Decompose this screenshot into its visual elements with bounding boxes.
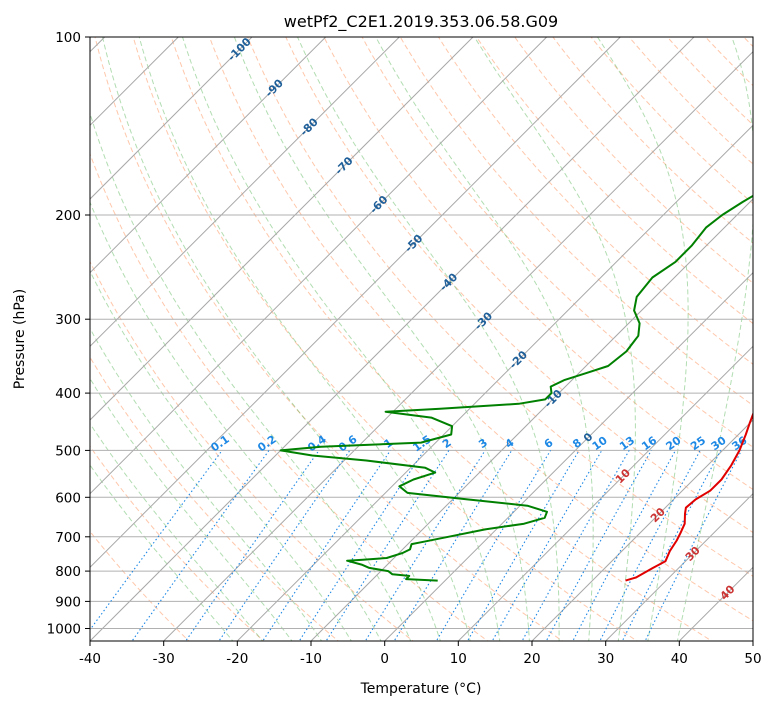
x-tick-label: 30 (597, 651, 614, 667)
temperature-profile-line (625, 411, 753, 582)
isotherm-line (163, 50, 753, 641)
isotherm-line (605, 492, 753, 641)
dry-adiabat-line (90, 445, 265, 641)
moist-adiabat-line (90, 377, 293, 641)
mixing-ratio-line (599, 450, 701, 641)
y-tick-label: 400 (55, 386, 81, 402)
y-axis-label: Pressure (hPa) (12, 289, 28, 389)
isotherm-line (90, 37, 327, 274)
isotherm-line (457, 345, 753, 641)
y-tick-label: 500 (55, 443, 81, 459)
mixing-ratio-line (572, 450, 676, 641)
dewpoint-profile-line (279, 194, 753, 582)
mixing-ratio-line (435, 450, 552, 641)
isotherm-line (90, 37, 253, 200)
mixing-ratio-line (491, 450, 603, 641)
x-tick-label: 20 (523, 651, 540, 667)
mixing-ratio-line (545, 450, 652, 641)
isotherm-line (310, 198, 753, 641)
dry-adiabat-line (90, 152, 489, 641)
isotherm-line (90, 37, 400, 348)
dry-adiabat-line (247, 37, 753, 577)
dry-adiabat-line (437, 37, 753, 365)
isotherm-line (90, 37, 695, 641)
mixing-ratio-line (298, 450, 425, 641)
x-tick-label: -20 (226, 651, 248, 667)
dry-adiabat-line (399, 37, 753, 407)
y-tick-label: 600 (55, 490, 81, 506)
mixing-ratio-line (262, 450, 391, 641)
x-tick-label: 0 (380, 651, 389, 667)
skewed-isotherms (90, 37, 753, 641)
isotherm-line (531, 419, 753, 641)
isotherm-line (90, 37, 621, 569)
dry-adiabat-line (590, 37, 753, 205)
isotherm-line (384, 271, 753, 641)
dry-adiabat-line (90, 260, 414, 641)
moist-adiabat-line (90, 422, 264, 641)
dry-adiabat-line (285, 37, 753, 534)
x-tick-label: 10 (450, 651, 467, 667)
y-tick-label: 900 (55, 594, 81, 610)
dry-adiabat-line (90, 530, 190, 641)
x-tick-label: -10 (300, 651, 322, 667)
isotherm-line (236, 124, 753, 641)
dry-adiabat-line (208, 37, 753, 622)
isobar-gridlines (90, 37, 753, 629)
x-tick-label: 50 (744, 651, 761, 667)
chart-title: wetPf2_C2E1.2019.353.06.58.G09 (284, 12, 558, 32)
mixing-ratio-line (466, 450, 580, 641)
mixing-ratio-line (621, 450, 722, 641)
y-tick-label: 200 (55, 208, 81, 224)
y-tick-label: 700 (55, 530, 81, 546)
sounding-series (279, 194, 753, 582)
plot-frame (89, 36, 754, 642)
plot-area: 0.1 0.2 0.4 0.6 1 1.5 2 3 4 6 8 10 13 16 20 25 30 36-100-… (90, 37, 753, 641)
isotherm-line (90, 37, 474, 421)
y-tick-label: 1000 (47, 622, 81, 638)
y-axis-ticks: 100 200 300 400 500 600 700 800 900 1000 (47, 30, 90, 638)
mixing-ratio-line (393, 450, 513, 641)
y-tick-label: 300 (55, 312, 81, 328)
mixing-ratio-lines (90, 450, 742, 641)
mixing-ratio-line (185, 450, 320, 641)
dry-adiabat-line (132, 37, 638, 641)
x-tick-label: 40 (671, 651, 688, 667)
moist-adiabat-line (90, 464, 234, 641)
mixing-ratio-line (218, 450, 351, 641)
y-tick-label: 800 (55, 564, 81, 580)
x-tick-label: -40 (79, 651, 101, 667)
dry-adiabat-line (514, 37, 753, 284)
x-axis-ticks: -40 -30 -20 -10 0 10 20 30 40 50 (79, 641, 762, 667)
dry-adiabat-line (361, 37, 753, 448)
y-tick-label: 100 (55, 30, 81, 46)
isotherm-line (90, 37, 548, 495)
mixing-ratio-line (521, 450, 630, 641)
x-tick-label: -30 (153, 651, 175, 667)
x-axis-label: Temperature (°C) (360, 681, 482, 697)
